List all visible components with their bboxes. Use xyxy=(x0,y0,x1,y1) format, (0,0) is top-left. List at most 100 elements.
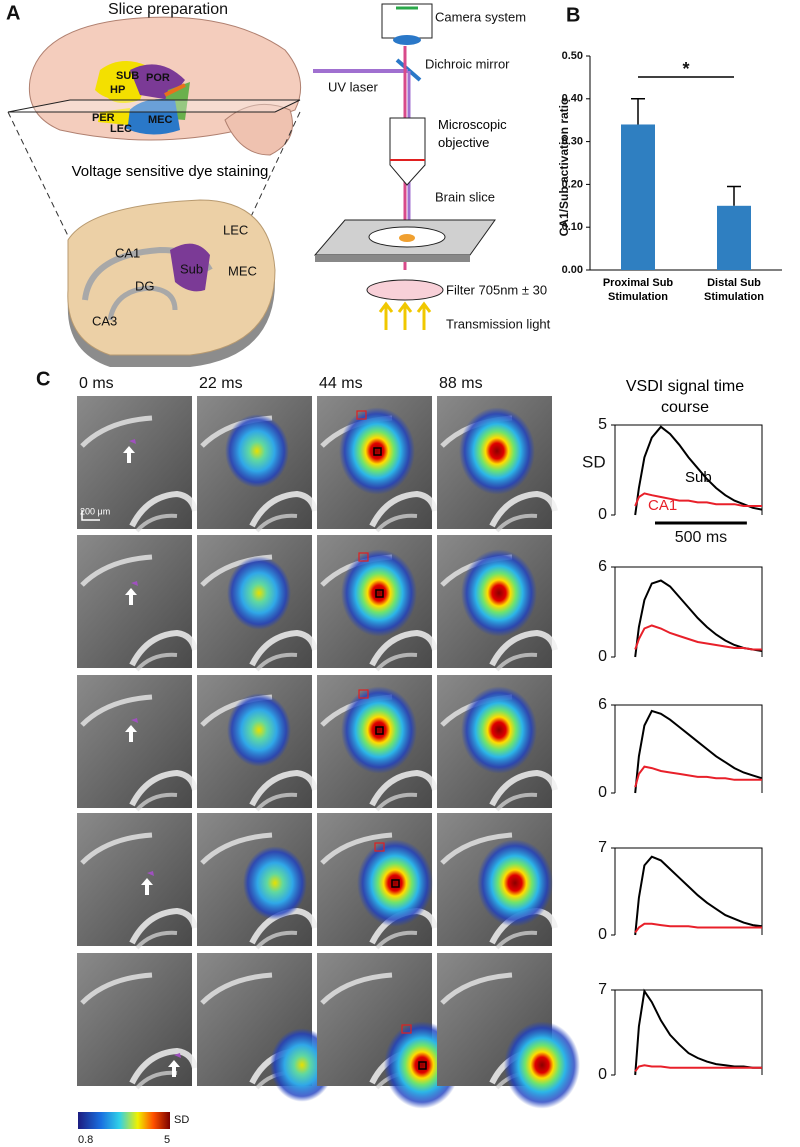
plot-frame xyxy=(614,566,763,657)
region-label: MEC xyxy=(228,263,257,278)
image-tile xyxy=(437,535,558,672)
tile-structure xyxy=(369,629,438,667)
region-label: CA3 xyxy=(92,313,117,328)
trace xyxy=(634,922,762,934)
title-box: VSDI signal time course xyxy=(625,378,745,416)
y-axis-label: CA1/Sub activation ratio xyxy=(557,98,571,237)
image-tile xyxy=(77,535,198,672)
tile-structure xyxy=(135,652,178,672)
image-tile xyxy=(197,675,318,812)
roi-ca1 xyxy=(374,842,385,852)
y-tick-label: 0.10 xyxy=(562,221,583,233)
plot-frame xyxy=(614,704,763,793)
optics-label: Brain slice xyxy=(435,189,495,204)
tile-structure xyxy=(495,513,538,533)
stim-arrow xyxy=(123,446,135,463)
significance-label: * xyxy=(682,59,689,79)
stim-arrow xyxy=(125,588,137,605)
activation-map xyxy=(477,839,553,927)
roi-ca1 xyxy=(358,689,369,699)
tile-structure xyxy=(495,652,538,672)
trace xyxy=(634,1064,762,1073)
colorbar-min: 0.8 xyxy=(78,1134,93,1146)
panel-label: C xyxy=(36,368,50,390)
tile-structure xyxy=(255,930,298,950)
image-tile xyxy=(197,813,318,950)
region-label: LEC xyxy=(223,222,248,237)
tile-bg xyxy=(77,675,192,808)
chart-title: VSDI signal time course xyxy=(625,378,745,416)
staining-title: Voltage sensitive dye staining xyxy=(71,163,269,180)
image-tile xyxy=(437,813,558,950)
image-tile xyxy=(317,535,438,672)
y-tick-label: 0 xyxy=(598,1066,607,1083)
image-tile xyxy=(437,953,580,1109)
tile-structure xyxy=(249,907,318,945)
y-tick-label: 6 xyxy=(598,696,607,713)
tile-structure xyxy=(375,930,418,950)
plot-frame xyxy=(614,847,763,935)
y-tick-label: 0.20 xyxy=(562,178,583,190)
tile-structure xyxy=(135,513,178,533)
tile-structure xyxy=(440,972,513,1005)
stim-marker xyxy=(174,1053,181,1058)
tile-structure xyxy=(80,832,153,865)
bar xyxy=(717,205,751,270)
plot-frame xyxy=(614,424,763,515)
tile-structure xyxy=(255,513,298,533)
trace xyxy=(634,709,763,794)
tile-structure xyxy=(129,629,198,667)
tile-structure xyxy=(129,769,198,807)
legend-label: Sub xyxy=(685,469,712,486)
time-label: 44 ms xyxy=(319,375,363,392)
tile-structure xyxy=(495,930,538,950)
brain-drawing xyxy=(28,16,302,156)
tile-structure xyxy=(375,513,418,533)
scale-bar xyxy=(81,510,100,521)
y-tick-label: 5 xyxy=(598,416,607,433)
time-label: 22 ms xyxy=(199,375,243,392)
image-tile xyxy=(77,396,198,533)
image-tile xyxy=(437,396,558,533)
roi-ca1 xyxy=(401,1024,412,1034)
stim-marker xyxy=(147,871,154,876)
optics-label-box: Microscopic objective xyxy=(438,117,507,150)
region-label: CA1 xyxy=(115,245,140,260)
trace xyxy=(634,579,763,658)
y-tick-label: 7 xyxy=(598,981,607,998)
activation-map xyxy=(459,407,535,495)
time-label: 88 ms xyxy=(439,375,483,392)
roi-sub xyxy=(375,589,384,598)
slice-drawing xyxy=(67,199,276,367)
region-label: SUB xyxy=(116,70,139,82)
trace xyxy=(634,855,763,936)
activation-map xyxy=(243,846,307,920)
image-tile xyxy=(317,675,438,812)
stim-marker xyxy=(131,718,138,723)
activation-map xyxy=(227,693,291,767)
tile-structure xyxy=(200,972,273,1005)
error-bar xyxy=(631,98,645,125)
y-tick-label: 0.30 xyxy=(562,136,583,148)
cut-plane xyxy=(7,99,301,113)
y-tick-label: 6 xyxy=(598,558,607,575)
section-title: Slice preparation xyxy=(108,1,228,18)
region-label: POR xyxy=(146,72,170,84)
y-axis-label: SD xyxy=(582,452,606,471)
tile-structure xyxy=(369,490,438,528)
region-label: LEC xyxy=(110,123,132,135)
image-tile xyxy=(197,535,318,672)
image-tile xyxy=(77,813,198,950)
optics-label: Microscopic objective xyxy=(438,117,507,150)
error-bar xyxy=(727,185,741,206)
optics-label: Transmission light xyxy=(446,316,551,331)
y-tick-label: 0.00 xyxy=(562,264,583,276)
legend-label: CA1 xyxy=(648,497,677,514)
activation-map xyxy=(357,839,433,927)
tile-bg xyxy=(77,535,192,668)
x-tick-label: Distal Sub Stimulation xyxy=(704,277,764,303)
colorbar xyxy=(78,1112,170,1129)
stim-arrow xyxy=(125,725,137,742)
panel-label: A xyxy=(6,2,20,24)
